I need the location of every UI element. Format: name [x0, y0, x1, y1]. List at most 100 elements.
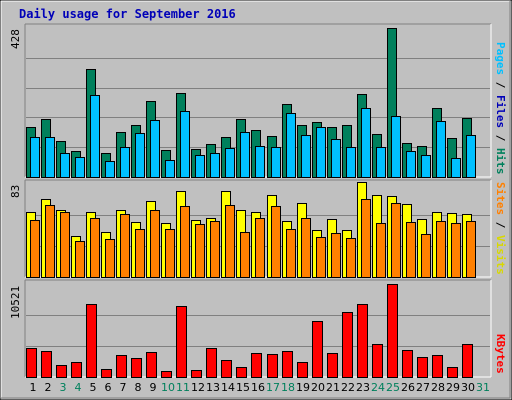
bar-files-day-22 [346, 147, 356, 178]
bar-kbytes-day-17 [267, 354, 278, 378]
bar-sites-day-13 [210, 221, 220, 278]
x-label-day-18: 18 [281, 381, 295, 394]
x-label-day-26: 26 [401, 381, 415, 394]
x-label-day-3: 3 [59, 381, 67, 394]
x-label-day-11: 11 [176, 381, 190, 394]
bar-files-day-9 [150, 120, 160, 178]
bar-sites-day-20 [316, 237, 326, 278]
bar-kbytes-day-14 [221, 360, 232, 378]
x-label-day-7: 7 [119, 381, 127, 394]
x-label-day-15: 15 [236, 381, 250, 394]
x-label-day-27: 27 [416, 381, 430, 394]
bar-files-day-2 [45, 137, 55, 178]
bar-kbytes-day-15 [236, 367, 247, 378]
bar-sites-day-22 [346, 238, 356, 278]
bar-files-day-24 [376, 147, 386, 178]
bar-sites-day-12 [195, 224, 205, 278]
bar-kbytes-day-26 [402, 350, 413, 378]
x-label-day-28: 28 [431, 381, 445, 394]
bar-files-day-19 [301, 135, 311, 178]
bar-files-day-13 [210, 153, 220, 178]
bar-files-day-7 [120, 147, 130, 178]
x-label-day-17: 17 [266, 381, 280, 394]
x-label-day-13: 13 [206, 381, 220, 394]
x-label-day-25: 25 [386, 381, 400, 394]
bar-sites-day-10 [165, 229, 175, 278]
bar-sites-day-6 [105, 239, 115, 278]
x-label-day-12: 12 [191, 381, 205, 394]
bar-sites-day-27 [421, 234, 431, 278]
bar-sites-day-16 [255, 218, 265, 278]
bar-kbytes-day-23 [357, 304, 368, 378]
y-max-label-hits-files: 428 [9, 29, 22, 49]
x-label-day-23: 23 [356, 381, 370, 394]
y-max-label-visits-sites: 83 [9, 184, 22, 198]
bar-sites-day-25 [391, 203, 401, 278]
bar-files-day-30 [466, 135, 476, 178]
x-label-day-24: 24 [371, 381, 385, 394]
bar-kbytes-day-27 [417, 357, 428, 378]
bar-files-day-6 [105, 161, 115, 178]
legend-kbytes: KBytes [494, 334, 507, 375]
x-label-day-1: 1 [29, 381, 37, 394]
bar-sites-day-21 [331, 233, 341, 278]
bar-sites-day-2 [45, 205, 55, 278]
bar-files-day-14 [225, 148, 235, 178]
bar-files-day-16 [255, 146, 265, 178]
bar-sites-day-29 [451, 223, 461, 278]
bar-kbytes-day-8 [131, 358, 142, 378]
x-label-day-20: 20 [311, 381, 325, 394]
bar-sites-day-5 [90, 218, 100, 278]
bar-kbytes-day-20 [312, 321, 323, 378]
bar-files-day-26 [406, 151, 416, 178]
x-axis-labels: 1 2 3 4 5 6 7 8 9 10 11 12 13 14 15 16 17 18 19 20 21 22 23 24 2… [0, 381, 512, 397]
bar-kbytes-day-25 [387, 284, 398, 378]
x-label-day-5: 5 [89, 381, 97, 394]
bar-kbytes-day-16 [251, 353, 262, 378]
bar-files-day-3 [60, 153, 70, 178]
bar-kbytes-day-13 [206, 348, 217, 378]
x-label-day-16: 16 [251, 381, 265, 394]
x-label-day-14: 14 [221, 381, 235, 394]
bar-kbytes-day-3 [56, 365, 67, 378]
bar-kbytes-day-2 [41, 351, 52, 378]
bar-sites-day-17 [271, 206, 281, 278]
bar-sites-day-4 [75, 241, 85, 278]
bar-files-day-27 [421, 155, 431, 178]
x-label-day-2: 2 [44, 381, 52, 394]
bar-sites-day-23 [361, 199, 371, 278]
x-label-day-6: 6 [104, 381, 112, 394]
bar-sites-day-14 [225, 205, 235, 278]
bar-files-day-28 [436, 121, 446, 178]
bar-files-day-4 [75, 157, 85, 178]
bar-files-day-18 [286, 113, 296, 178]
x-label-day-10: 10 [161, 381, 175, 394]
x-label-day-31: 31 [476, 381, 490, 394]
x-label-day-21: 21 [326, 381, 340, 394]
bar-files-day-8 [135, 133, 145, 178]
bar-kbytes-day-19 [297, 362, 308, 378]
bar-kbytes-day-1 [26, 348, 37, 378]
legend-visits-sites: Sites / Visits [494, 181, 507, 275]
bar-kbytes-day-7 [116, 355, 127, 378]
bar-kbytes-day-4 [71, 362, 82, 378]
bar-files-day-29 [451, 158, 461, 178]
bar-kbytes-day-12 [191, 370, 202, 378]
bar-sites-day-26 [406, 222, 416, 278]
x-label-day-30: 30 [461, 381, 475, 394]
bar-kbytes-day-29 [447, 367, 458, 378]
bar-sites-day-30 [466, 221, 476, 278]
y-max-label-kbytes: 10521 [9, 285, 22, 319]
bar-kbytes-day-18 [282, 351, 293, 378]
x-label-day-4: 4 [74, 381, 82, 394]
bar-sites-day-19 [301, 218, 311, 278]
bar-files-day-25 [391, 116, 401, 178]
bar-sites-day-28 [436, 221, 446, 278]
x-label-day-22: 22 [341, 381, 355, 394]
bar-files-day-17 [271, 147, 281, 178]
bar-kbytes-day-28 [432, 355, 443, 378]
bar-sites-day-8 [135, 229, 145, 278]
bar-files-day-15 [240, 132, 250, 178]
legend-hits-files: Pages / Files / Hits [494, 42, 507, 175]
